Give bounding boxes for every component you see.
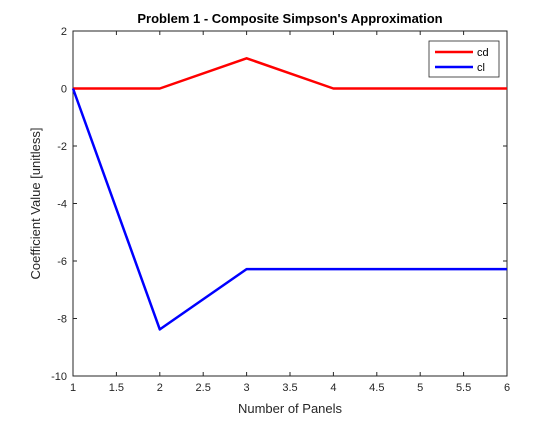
series-line-cl bbox=[71, 88, 507, 331]
x-axis-label: Number of Panels bbox=[238, 401, 343, 416]
chart-title: Problem 1 - Composite Simpson's Approxim… bbox=[137, 11, 442, 26]
legend-box bbox=[428, 40, 500, 78]
y-tick-label: -2 bbox=[57, 141, 67, 153]
legend-entries: cd cl bbox=[435, 47, 489, 74]
x-tick-label: 2.5 bbox=[196, 382, 211, 394]
x-tick-label: 1 bbox=[70, 382, 76, 394]
x-tick-label: 6 bbox=[504, 382, 510, 394]
x-tick-label: 3.5 bbox=[282, 382, 297, 394]
legend-label-cd: cd bbox=[477, 47, 489, 59]
series-lines bbox=[71, 57, 507, 331]
legend: cd cl bbox=[428, 40, 500, 78]
x-tick-label: 5.5 bbox=[456, 382, 471, 394]
y-tick-label: -6 bbox=[57, 256, 67, 268]
x-tick-label: 4.5 bbox=[369, 382, 384, 394]
x-tick-label: 3 bbox=[244, 382, 250, 394]
x-tick-label: 5 bbox=[417, 382, 423, 394]
x-tick-label: 1.5 bbox=[109, 382, 124, 394]
y-tick-label: 0 bbox=[61, 84, 67, 96]
x-tick-label: 4 bbox=[330, 382, 336, 394]
series-line-cd bbox=[73, 57, 507, 90]
plot-area bbox=[72, 30, 508, 377]
y-axis-label: Coefficient Value [unitless] bbox=[28, 128, 43, 280]
x-axis-ticks: 1 1.5 2 2.5 3 3.5 4 4.5 5 5.5 6 bbox=[70, 31, 510, 394]
y-tick-label: -10 bbox=[51, 371, 67, 383]
legend-label-cl: cl bbox=[477, 62, 485, 74]
x-tick-label: 2 bbox=[157, 382, 163, 394]
y-tick-label: -4 bbox=[57, 199, 67, 211]
y-tick-label: 2 bbox=[61, 26, 67, 38]
y-tick-label: -8 bbox=[57, 314, 67, 326]
